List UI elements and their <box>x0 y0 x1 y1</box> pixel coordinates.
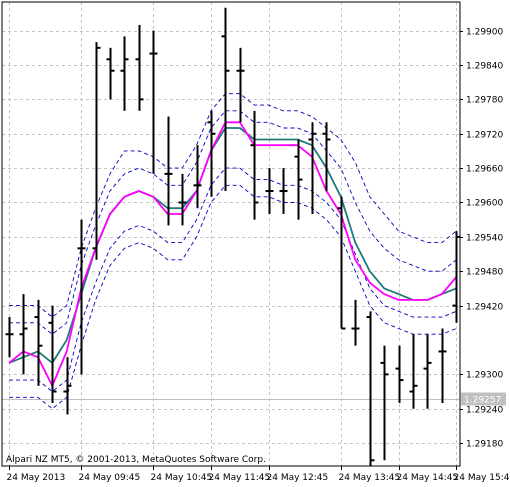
x-tick-label: 24 May 15:45 <box>454 473 510 483</box>
x-tick-label: 24 May 2013 <box>7 473 66 483</box>
y-tick-label: 1.29180 <box>466 440 503 450</box>
y-tick-label: 1.29660 <box>466 165 503 175</box>
copyright-watermark: Alpari NZ MT5, © 2001-2013, MetaQuotes S… <box>6 455 266 465</box>
ohlc-bar <box>236 47 245 123</box>
ohlc-bar <box>380 345 389 461</box>
y-tick-label: 1.29540 <box>466 234 503 244</box>
indicator-line <box>9 167 457 392</box>
ohlc-bar <box>279 168 288 214</box>
ohlc-bar <box>265 168 274 214</box>
y-tick-label: 1.29480 <box>466 268 503 278</box>
ohlc-bar <box>63 357 72 415</box>
indicator-line <box>8 127 457 364</box>
ohlc-bar <box>120 36 129 111</box>
ohlc-bar <box>164 116 173 226</box>
ohlc-bar <box>294 139 303 220</box>
ohlc-bar <box>48 305 57 403</box>
indicator-line <box>8 121 457 387</box>
indicator-line <box>9 110 457 335</box>
ohlc-bar <box>135 24 144 111</box>
ohlc-bar <box>337 196 346 330</box>
indicator-line <box>9 93 457 318</box>
ohlc-bar <box>106 47 115 100</box>
ohlc-bars <box>5 7 461 466</box>
ohlc-bar <box>438 328 447 403</box>
ohlc-bar <box>92 42 101 260</box>
ohlc-bar <box>351 299 360 346</box>
current-price-label-box <box>461 392 506 406</box>
ohlc-bar <box>207 110 216 197</box>
ohlc-bar <box>19 294 28 375</box>
x-tick-label: 24 May 12:45 <box>267 473 329 483</box>
x-tick-label: 24 May 14:45 <box>397 473 459 483</box>
x-tick-label: 24 May 09:45 <box>79 473 141 483</box>
ohlc-bar <box>34 299 43 386</box>
ohlc-bar <box>423 334 432 409</box>
ohlc-bar <box>5 317 14 358</box>
ohlc-bar <box>322 122 331 192</box>
x-tick-label: 24 May 11:45 <box>209 473 271 483</box>
x-tick-label: 24 May 10:45 <box>151 473 213 483</box>
current-price-label: 1.29257 <box>464 396 501 406</box>
ohlc-bar <box>409 334 418 409</box>
ohlc-bar <box>193 145 202 209</box>
ohlc-bar <box>250 110 259 220</box>
indicator-line <box>9 184 457 410</box>
y-tick-label: 1.29420 <box>466 303 503 313</box>
y-tick-label: 1.29900 <box>466 28 503 38</box>
y-tick-label: 1.29300 <box>466 371 503 381</box>
x-tick-label: 24 May 13:45 <box>339 473 401 483</box>
y-tick-label: 1.29780 <box>466 96 503 106</box>
price-axis: 1.29900 1.29840 1.29780 1.29720 1.29660 1.296… <box>460 28 503 450</box>
current-price-label-group: 1.29257 <box>461 392 506 406</box>
y-tick-label: 1.29240 <box>466 406 503 416</box>
ohlc-bar <box>395 345 404 403</box>
ohlc-bar <box>221 7 230 192</box>
y-tick-label: 1.29840 <box>466 62 503 72</box>
ohlc-bar <box>308 122 317 214</box>
ohlc-bar <box>77 219 86 375</box>
y-tick-label: 1.29600 <box>466 199 503 209</box>
ohlc-bar <box>366 311 375 466</box>
ohlc-bar <box>149 30 158 174</box>
y-tick-label: 1.29720 <box>466 131 503 141</box>
plot-frame <box>1 1 461 467</box>
ohlc-bar <box>178 173 187 226</box>
indicator-lines <box>8 93 457 410</box>
